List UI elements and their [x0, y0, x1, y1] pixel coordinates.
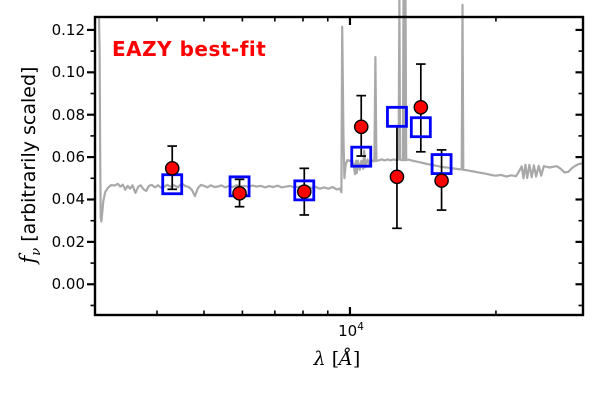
y-tick-label-0.06: 0.06 [51, 148, 85, 167]
observed-photometry-point [413, 99, 429, 115]
y-tick-label-0.08: 0.08 [51, 105, 85, 124]
observed-photometry-point [353, 119, 369, 135]
fit-annotation: EAZY best-fit [112, 37, 267, 61]
model-photometry-point [350, 145, 373, 168]
observed-photometry-point [389, 169, 405, 185]
bracket-open: [ [325, 348, 340, 370]
angstrom-symbol: Å [339, 348, 353, 370]
bracket-close: ] [352, 348, 361, 370]
plot-frame [93, 15, 585, 317]
nu-symbol: ν [28, 247, 44, 256]
model-photometry-point [386, 105, 408, 128]
y-label-text: [arbitrarily scaled] [18, 66, 40, 248]
x-tick-base: 10 [338, 322, 358, 340]
y-tick-label-0.00: 0.00 [51, 275, 85, 294]
y-tick-label-0.12: 0.12 [51, 20, 85, 39]
x-tick-label-10e4: 104 [331, 321, 371, 340]
y-tick-label-0.02: 0.02 [51, 232, 85, 251]
model-photometry-point [293, 179, 316, 202]
lambda-symbol: λ [313, 348, 326, 370]
observed-photometry-point [296, 184, 312, 199]
x-tick-exponent: 4 [357, 321, 364, 333]
observed-photometry-point [164, 161, 180, 176]
y-tick-label-0.04: 0.04 [51, 190, 85, 209]
model-photometry-point [409, 116, 432, 139]
y-axis-label: fν [arbitrarily scaled] [16, 15, 44, 315]
f-symbol: f [16, 255, 40, 264]
observed-photometry-point [434, 173, 449, 188]
y-tick-label-0.10: 0.10 [51, 63, 85, 82]
observed-photometry-point [232, 186, 247, 201]
x-axis-label: λ [Å] [287, 348, 387, 370]
